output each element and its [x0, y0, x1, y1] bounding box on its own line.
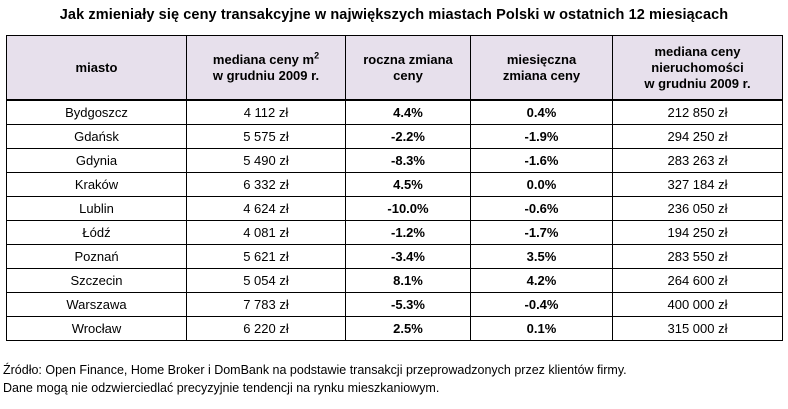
header-median-m2-date: w grudniu 2009 r. — [212, 67, 320, 83]
median-property-cell: 236 050 zł — [612, 196, 783, 221]
median-property-cell: 400 000 zł — [612, 292, 783, 317]
header-city-label: miasto — [75, 59, 118, 75]
median-m2-cell: 7 783 zł — [186, 292, 346, 317]
header-annual-label: roczna zmiana — [363, 51, 453, 67]
header-row: miasto mediana ceny m2 w grudniu 2009 r.… — [6, 35, 783, 101]
disclaimer-note: Dane mogą nie odzwierciedlać precyzyjnie… — [3, 381, 440, 395]
median-m2-cell: 5 490 zł — [186, 148, 346, 173]
monthly-change-cell: 3.5% — [470, 244, 613, 269]
annual-change-cell: -3.4% — [345, 244, 471, 269]
table-row: Łódź 4 081 zł -1.2% -1.7% 194 250 zł — [6, 220, 783, 245]
header-property-date: w grudniu 2009 r. — [644, 75, 751, 91]
city-cell: Poznań — [6, 244, 187, 269]
header-median-m2: mediana ceny m2 w grudniu 2009 r. — [186, 35, 346, 101]
header-median-m2-label: mediana ceny m — [212, 51, 315, 67]
monthly-change-cell: 0.1% — [470, 316, 613, 341]
median-property-cell: 315 000 zł — [612, 316, 783, 341]
annual-change-cell: -10.0% — [345, 196, 471, 221]
annual-change-cell: -5.3% — [345, 292, 471, 317]
table-row: Gdynia 5 490 zł -8.3% -1.6% 283 263 zł — [6, 148, 783, 173]
median-m2-cell: 5 054 zł — [186, 268, 346, 293]
annual-change-cell: 4.5% — [345, 172, 471, 197]
median-m2-cell: 6 220 zł — [186, 316, 346, 341]
median-m2-cell: 4 112 zł — [186, 99, 346, 125]
city-cell: Gdańsk — [6, 124, 187, 149]
median-m2-cell: 5 575 zł — [186, 124, 346, 149]
city-cell: Szczecin — [6, 268, 187, 293]
header-city: miasto — [6, 35, 187, 101]
median-property-cell: 194 250 zł — [612, 220, 783, 245]
source-note: Źródło: Open Finance, Home Broker i DomB… — [3, 363, 627, 377]
annual-change-cell: 8.1% — [345, 268, 471, 293]
table-row: Wrocław 6 220 zł 2.5% 0.1% 315 000 zł — [6, 316, 783, 341]
city-cell: Łódź — [6, 220, 187, 245]
monthly-change-cell: -0.6% — [470, 196, 613, 221]
monthly-change-cell: 4.2% — [470, 268, 613, 293]
table-row: Szczecin 5 054 zł 8.1% 4.2% 264 600 zł — [6, 268, 783, 293]
median-property-cell: 212 850 zł — [612, 99, 783, 125]
median-property-cell: 264 600 zł — [612, 268, 783, 293]
monthly-change-cell: -0.4% — [470, 292, 613, 317]
header-property-label-2: nieruchomości — [651, 59, 744, 75]
table-row: Warszawa 7 783 zł -5.3% -0.4% 400 000 zł — [6, 292, 783, 317]
median-m2-cell: 5 621 zł — [186, 244, 346, 269]
header-property-label: mediana ceny — [654, 43, 741, 59]
footnotes: Źródło: Open Finance, Home Broker i DomB… — [3, 361, 627, 397]
monthly-change-cell: -1.7% — [470, 220, 613, 245]
header-monthly-change: miesięczna zmiana ceny — [470, 35, 613, 101]
city-cell: Bydgoszcz — [6, 99, 187, 125]
header-monthly-label-2: zmiana ceny — [502, 67, 581, 83]
header-monthly-label: miesięczna — [506, 51, 577, 67]
annual-change-cell: 2.5% — [345, 316, 471, 341]
city-cell: Lublin — [6, 196, 187, 221]
monthly-change-cell: -1.6% — [470, 148, 613, 173]
table-row: Bydgoszcz 4 112 zł 4.4% 0.4% 212 850 zł — [6, 99, 783, 125]
median-property-cell: 283 263 zł — [612, 148, 783, 173]
city-cell: Warszawa — [6, 292, 187, 317]
median-m2-cell: 4 624 zł — [186, 196, 346, 221]
median-property-cell: 327 184 zł — [612, 172, 783, 197]
annual-change-cell: -8.3% — [345, 148, 471, 173]
median-property-cell: 283 550 zł — [612, 244, 783, 269]
median-m2-cell: 4 081 zł — [186, 220, 346, 245]
monthly-change-cell: -1.9% — [470, 124, 613, 149]
annual-change-cell: -1.2% — [345, 220, 471, 245]
table-row: Gdańsk 5 575 zł -2.2% -1.9% 294 250 zł — [6, 124, 783, 149]
table-title: Jak zmieniały się ceny transakcyjne w na… — [59, 7, 729, 23]
table-row: Kraków 6 332 zł 4.5% 0.0% 327 184 zł — [6, 172, 783, 197]
city-cell: Kraków — [6, 172, 187, 197]
header-annual-change: roczna zmiana ceny — [345, 35, 471, 101]
header-annual-label-2: ceny — [393, 67, 423, 83]
monthly-change-cell: 0.4% — [470, 99, 613, 125]
annual-change-cell: -2.2% — [345, 124, 471, 149]
median-m2-cell: 6 332 zł — [186, 172, 346, 197]
monthly-change-cell: 0.0% — [470, 172, 613, 197]
table-row: Poznań 5 621 zł -3.4% 3.5% 283 550 zł — [6, 244, 783, 269]
city-cell: Gdynia — [6, 148, 187, 173]
annual-change-cell: 4.4% — [345, 99, 471, 125]
price-table: miasto mediana ceny m2 w grudniu 2009 r.… — [6, 35, 783, 341]
header-median-property: mediana ceny nieruchomości w grudniu 200… — [612, 35, 783, 101]
header-median-m2-superscript: 2 — [314, 50, 320, 61]
median-property-cell: 294 250 zł — [612, 124, 783, 149]
city-cell: Wrocław — [6, 316, 187, 341]
table-row: Lublin 4 624 zł -10.0% -0.6% 236 050 zł — [6, 196, 783, 221]
